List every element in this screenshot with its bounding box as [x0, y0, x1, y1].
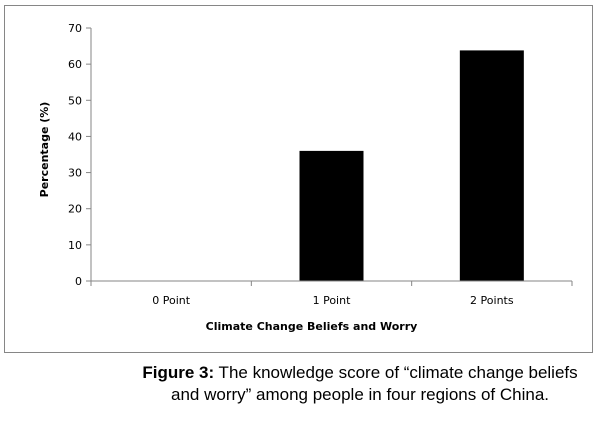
figure-label: Figure 3:: [142, 363, 215, 382]
y-tick-label: 0: [75, 275, 82, 288]
y-tick-label: 50: [68, 94, 82, 107]
bars: [299, 50, 524, 282]
x-tick-label: 2 Points: [470, 294, 514, 307]
y-tick-label: 60: [68, 58, 82, 71]
bar-2-points: [459, 50, 524, 282]
bar-chart: 0 10 20 30 40 50 60 70 0 Point 1 Point 2 Points P…: [38, 22, 573, 333]
figure-caption: Figure 3: The knowledge score of “climat…: [140, 362, 580, 406]
x-axis-title: Climate Change Beliefs and Worry: [206, 320, 418, 333]
y-tick-label: 10: [68, 239, 82, 252]
y-axis-ticks: 0 10 20 30 40 50 60 70: [68, 22, 91, 288]
x-tick-label: 0 Point: [152, 294, 190, 307]
y-tick-label: 20: [68, 203, 82, 216]
figure-caption-text: The knowledge score of “climate change b…: [171, 363, 578, 404]
x-axis-ticks: 0 Point 1 Point 2 Points: [90, 281, 573, 307]
x-tick-label: 1 Point: [313, 294, 351, 307]
y-axis-title: Percentage (%): [38, 102, 51, 198]
y-tick-label: 40: [68, 130, 82, 143]
bar-1-point: [299, 150, 364, 281]
y-tick-label: 30: [68, 167, 82, 180]
y-tick-label: 70: [68, 22, 82, 35]
